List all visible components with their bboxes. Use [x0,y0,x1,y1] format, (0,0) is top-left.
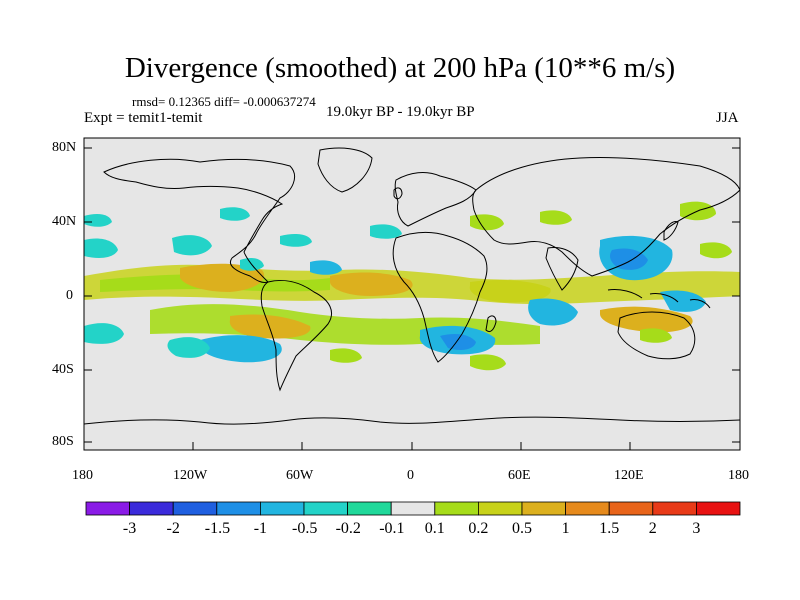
colorbar-swatch [565,501,610,516]
divergence-field [84,201,740,371]
coast-australia [617,311,696,360]
colorbar-swatch [347,501,392,516]
colorbar-swatch [129,501,174,516]
period-label: 19.0kyr BP - 19.0kyr BP [326,104,475,120]
field-blob [470,354,506,371]
coastlines [84,147,740,425]
lon-label: 120W [173,468,208,483]
lon-label: 60W [286,468,314,483]
field-blob [600,306,693,333]
lon-label: 180 [728,468,749,483]
coast-japan [663,221,679,241]
coast-north-america [103,158,295,283]
field-blob [700,242,732,259]
field-blob [440,334,476,350]
field-blob [370,224,402,239]
coast-islands [607,289,711,309]
field-blob [540,210,572,225]
field-blob [470,214,504,231]
field-blob [660,290,706,312]
colorbar-swatch [259,501,305,516]
colorbar-swatch [216,501,261,516]
field-blob [172,235,212,256]
coast-india [545,247,579,291]
colorbar-label: 2 [648,520,657,537]
colorbar-label: 0.5 [512,520,532,537]
colorbar-label: -3 [122,520,137,537]
colorbar-swatch [652,501,697,516]
lat-label: 80S [52,434,74,449]
colorbar-label: -0.5 [292,520,318,537]
lon-label: 180 [72,468,93,483]
field-blob [84,323,124,344]
colorbar [85,501,741,516]
field-blob [167,337,210,358]
field-blob [220,207,250,221]
field-blob [310,260,342,275]
colorbar-swatch [521,501,566,516]
lat-label: 40S [52,362,74,377]
lon-label: 0 [407,468,414,483]
experiment-label: Expt = temit1-temit [84,110,203,126]
lat-ticks [84,147,740,443]
colorbar-label: 3 [692,520,701,537]
field-blob [528,298,578,326]
lon-ticks [83,442,741,450]
coast-africa [392,231,488,363]
field-blob [280,234,312,247]
colorbar-swatch [303,501,348,516]
coast-uk [393,187,403,200]
colorbar-swatch [434,501,479,516]
map-title: Divergence (smoothed) at 200 hPa (10**6 … [124,52,676,84]
coast-south-america [260,279,332,392]
field-blob [330,272,413,296]
field-blob [199,335,282,363]
colorbar-label: 0.2 [468,520,489,537]
lon-label: 120E [614,468,644,483]
lon-label: 60E [508,468,531,483]
colorbar-swatch [696,501,741,516]
rmsd-diff-stats: rmsd= 0.12365 diff= -0.000637274 [132,94,316,109]
colorbar-swatch [85,501,130,516]
colorbar-swatch [477,501,523,516]
colorbar-label: 0.1 [424,520,445,537]
coast-asia [472,156,740,277]
field-blob [330,348,362,363]
colorbar-label: -0.2 [335,520,361,537]
field-blob [84,214,112,227]
colorbar-label: 1.5 [599,520,620,537]
field-blob [84,238,118,258]
coast-antarctica [84,416,740,425]
field-blob [640,328,672,343]
colorbar-label: 1 [561,520,570,537]
colorbar-swatch [390,501,436,516]
field-blob [469,280,551,303]
field-blob [229,314,311,339]
colorbar-label: -1.5 [204,520,231,537]
colorbar-label: -1 [253,520,268,537]
season-label: JJA [716,110,739,126]
field-blob [180,263,265,292]
colorbar-label: -0.1 [379,520,405,537]
colorbar-label: -2 [166,520,180,537]
lat-label: 0 [66,288,73,303]
coast-madagascar [485,315,497,333]
lat-label: 80N [52,140,77,155]
colorbar-swatch [172,501,218,516]
field-blob [610,248,648,270]
coast-europe [394,172,477,227]
coast-greenland [317,147,373,193]
lat-label: 40N [52,214,77,229]
colorbar-swatch [608,501,654,516]
